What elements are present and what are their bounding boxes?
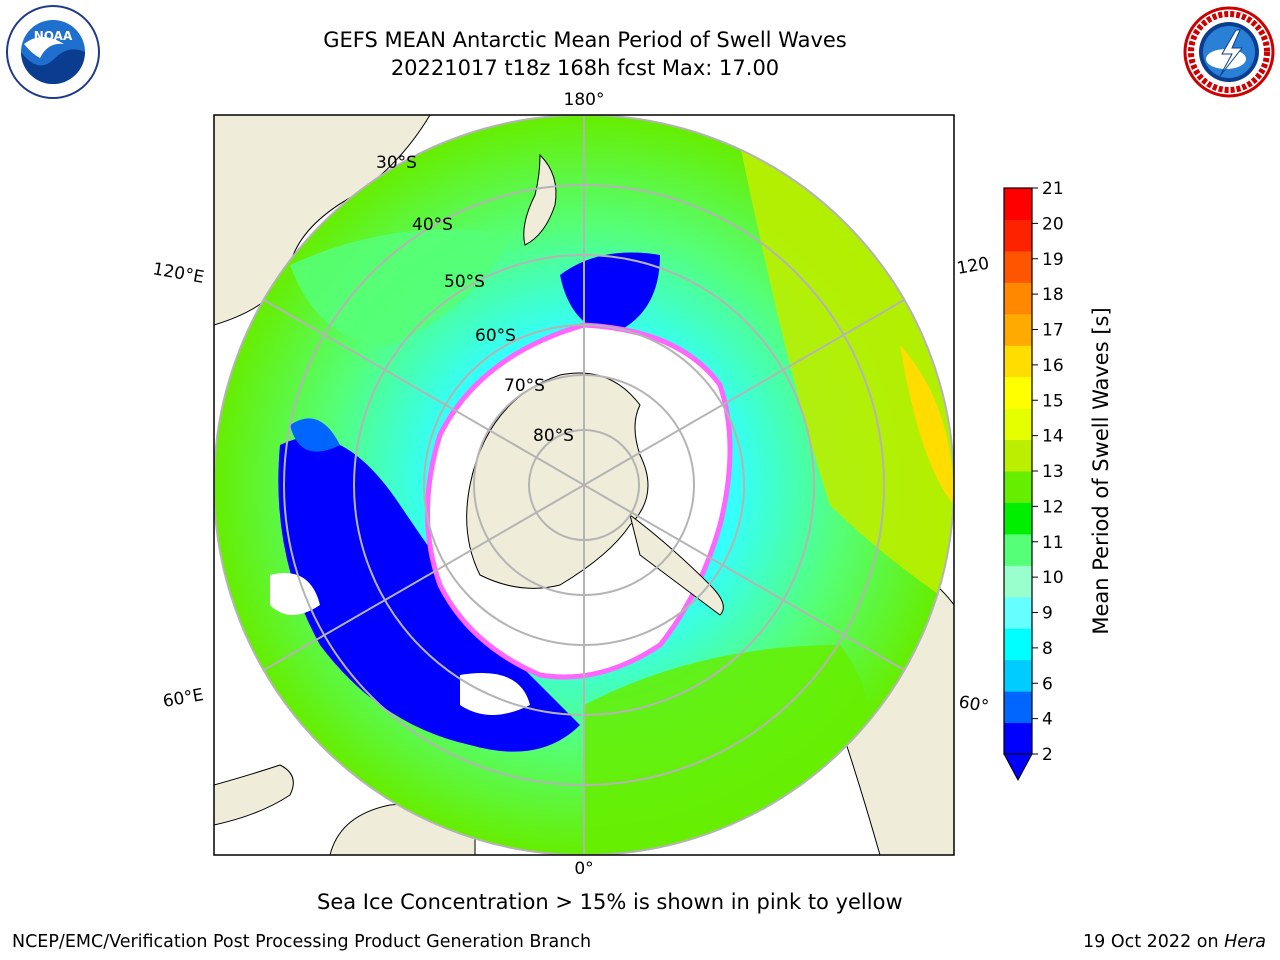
colorbar-tick-label: 6 bbox=[1042, 674, 1053, 694]
noaa-logo: NOAA bbox=[6, 5, 100, 99]
colorbar-tick-label: 2 bbox=[1042, 745, 1053, 765]
colorbar-swatch bbox=[1004, 188, 1032, 220]
colorbar-tick-label: 10 bbox=[1042, 568, 1064, 588]
graticule bbox=[214, 115, 954, 855]
colorbar-swatch bbox=[1004, 282, 1032, 315]
lon-label-120w: 120°W bbox=[955, 249, 990, 279]
colorbar-underflow-arrow bbox=[1003, 753, 1033, 782]
colorbar-tick-label: 9 bbox=[1042, 604, 1053, 624]
colorbar-ticks: 2 4 6 8 9 10 11 12 13 14 15 16 17 18 19 20 21 bbox=[1032, 180, 1064, 765]
colorbar-tick-label: 21 bbox=[1042, 180, 1064, 199]
noaa-logo-text: NOAA bbox=[34, 29, 73, 43]
colorbar-swatch bbox=[1004, 376, 1032, 409]
colorbar-tick-label: 8 bbox=[1042, 639, 1053, 659]
colorbar-tick-label: 14 bbox=[1042, 427, 1064, 447]
colorbar-swatch bbox=[1004, 408, 1032, 441]
map-subtitle: 20221017 t18z 168h fcst Max: 17.00 bbox=[390, 56, 780, 80]
colorbar-swatch bbox=[1004, 691, 1032, 724]
footer-date-text: 19 Oct 2022 on bbox=[1083, 932, 1225, 952]
lat-label-70s: 70°S bbox=[504, 376, 545, 396]
sea-ice-caption: Sea Ice Concentration > 15% is shown in … bbox=[317, 890, 903, 914]
footer-host: Hera bbox=[1224, 932, 1266, 952]
colorbar-swatch bbox=[1004, 439, 1032, 472]
map-title: GEFS MEAN Antarctic Mean Period of Swell… bbox=[323, 28, 847, 52]
colorbar-swatch bbox=[1004, 533, 1032, 566]
colorbar-swatch bbox=[1004, 219, 1032, 252]
colorbar-tick-label: 4 bbox=[1042, 710, 1053, 730]
footer-date: 19 Oct 2022 on Hera bbox=[1083, 932, 1266, 952]
colorbar-swatch bbox=[1004, 313, 1032, 346]
footer-credit: NCEP/EMC/Verification Post Processing Pr… bbox=[12, 932, 592, 952]
colorbar-tick-label: 13 bbox=[1042, 462, 1064, 482]
lat-label-30s: 30°S bbox=[376, 153, 417, 173]
lon-label-180: 180° bbox=[564, 90, 605, 110]
lat-label-50s: 50°S bbox=[444, 272, 485, 292]
lon-label-60e: 60°E bbox=[161, 685, 205, 712]
polar-map: 30°S 40°S 50°S 60°S 70°S 80°S 180° 0° 12… bbox=[151, 90, 990, 879]
colorbar-tick-label: 19 bbox=[1042, 250, 1064, 270]
colorbar-swatches bbox=[1004, 188, 1032, 755]
lat-label-40s: 40°S bbox=[412, 215, 453, 235]
colorbar-swatch bbox=[1004, 722, 1032, 755]
colorbar-swatch bbox=[1004, 250, 1032, 283]
colorbar-swatch bbox=[1004, 565, 1032, 598]
lon-label-0: 0° bbox=[574, 859, 593, 879]
colorbar-tick-label: 15 bbox=[1042, 391, 1064, 411]
colorbar-swatch bbox=[1004, 596, 1032, 629]
lat-label-80s: 80°S bbox=[533, 426, 574, 446]
colorbar-swatch bbox=[1004, 471, 1032, 503]
colorbar-swatch bbox=[1004, 659, 1032, 692]
colorbar-swatch bbox=[1004, 345, 1032, 378]
nws-logo bbox=[1183, 6, 1275, 98]
colorbar-tick-label: 11 bbox=[1042, 533, 1064, 553]
colorbar-tick-label: 12 bbox=[1042, 497, 1064, 517]
colorbar-label: Mean Period of Swell Waves [s] bbox=[1089, 307, 1113, 634]
lon-label-60w: 60°W bbox=[957, 692, 990, 720]
colorbar-swatch bbox=[1004, 628, 1032, 661]
lon-label-120e: 120°E bbox=[151, 259, 205, 288]
colorbar-tick-label: 20 bbox=[1042, 214, 1064, 234]
map-border bbox=[213, 114, 955, 856]
colorbar-tick-label: 16 bbox=[1042, 356, 1064, 376]
colorbar-swatch bbox=[1004, 502, 1032, 535]
lat-label-60s: 60°S bbox=[475, 326, 516, 346]
colorbar-tick-label: 17 bbox=[1042, 321, 1064, 341]
colorbar: 2 4 6 8 9 10 11 12 13 14 15 16 17 18 19 20 21 Mean Perio… bbox=[1003, 180, 1113, 782]
colorbar-tick-label: 18 bbox=[1042, 285, 1064, 305]
